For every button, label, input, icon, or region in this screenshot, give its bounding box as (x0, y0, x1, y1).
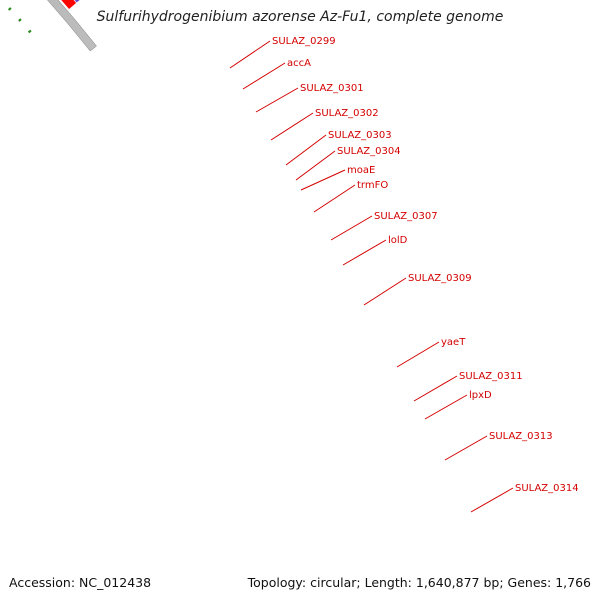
topology-summary: Topology: circular; Length: 1,640,877 bp… (247, 575, 591, 590)
gene-label: SULAZ_0313 (489, 431, 553, 442)
label-leader-line (363, 277, 407, 306)
gene-label: lpxD (469, 390, 492, 401)
scale-dot (27, 29, 32, 34)
gene-label: moaE (347, 165, 375, 176)
cds-track-layer (60, 0, 78, 10)
gene-label: SULAZ_0299 (272, 36, 336, 47)
scale-dot (18, 18, 22, 22)
label-leader-line (300, 169, 346, 191)
label-leader-line (470, 487, 514, 513)
gene-label: SULAZ_0303 (328, 130, 392, 141)
label-leader-line (270, 112, 314, 141)
gene-label: trmFO (357, 180, 388, 191)
label-leader-line (396, 341, 440, 368)
gene-label: SULAZ_0304 (337, 146, 401, 157)
scale-dot (7, 7, 12, 11)
label-leader-line (444, 435, 488, 461)
label-leader-line (330, 215, 373, 241)
gene-label: SULAZ_0302 (315, 108, 379, 119)
gene-label: SULAZ_0301 (300, 83, 364, 94)
gene-label: yaeT (441, 337, 466, 348)
gene-label: SULAZ_0311 (459, 371, 523, 382)
label-leader-line (255, 87, 299, 113)
label-leader-line (424, 394, 468, 420)
gene-label: accA (287, 58, 311, 69)
gene-label: SULAZ_0307 (374, 211, 438, 222)
tick-layer: 268 kbp270 kbp272 kbp274 kbp276 kbp278 k… (7, 7, 32, 34)
accession-text: Accession: NC_012438 (9, 575, 152, 590)
label-leader-line (342, 239, 387, 266)
label-leader-line (295, 150, 336, 181)
backbone-layer (47, 0, 97, 52)
label-leader-line (242, 62, 286, 90)
backbone-ring (47, 0, 97, 52)
gene-label-layer: SULAZ_0299 accA SULAZ_0301 SULAZ_0302 SULAZ_… (229, 36, 579, 513)
gene-label: SULAZ_0309 (408, 273, 472, 284)
gene-label: SULAZ_0314 (515, 483, 579, 494)
gene-label: lolD (388, 235, 408, 246)
map-title: Sulfurihydrogenibium azorense Az-Fu1, co… (96, 9, 504, 25)
label-leader-line (413, 375, 458, 402)
label-leader-line (229, 40, 271, 69)
cds-arrow (60, 0, 78, 10)
label-leader-line (285, 134, 327, 166)
label-leader-line (313, 184, 356, 213)
